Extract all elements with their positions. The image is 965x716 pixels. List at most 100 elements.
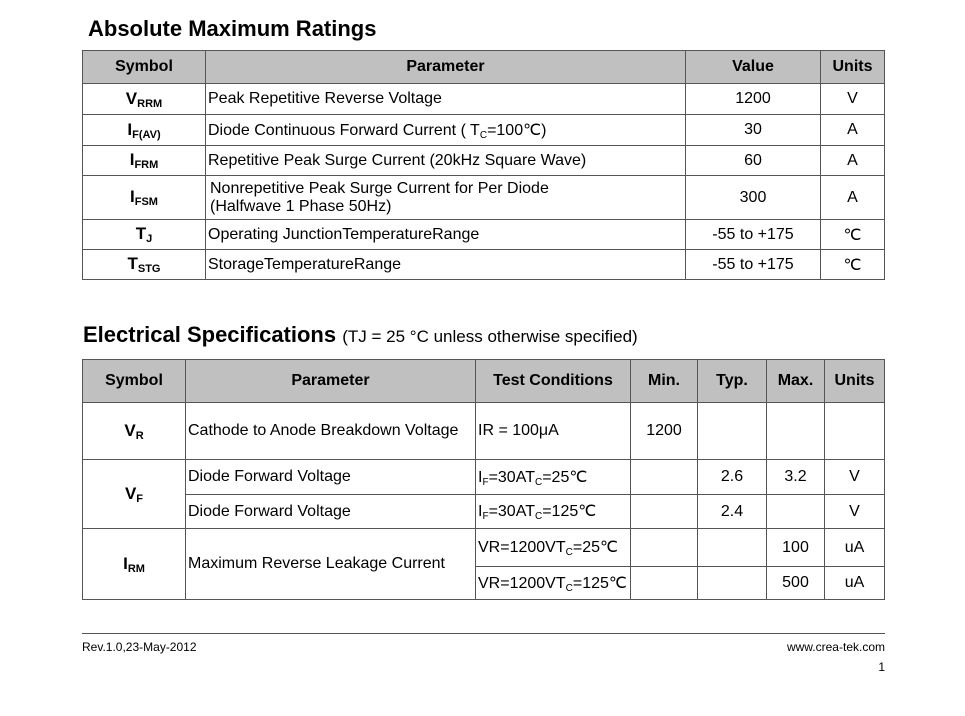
units-cell: V xyxy=(824,494,885,529)
units-cell: A xyxy=(820,114,885,146)
max: 3.2 xyxy=(784,468,807,485)
text: =25℃ xyxy=(542,468,588,486)
units: V xyxy=(849,468,860,485)
symbol-subscript: STG xyxy=(137,263,161,275)
min: 1200 xyxy=(646,422,682,439)
subscript: C xyxy=(534,511,543,522)
subscript: C xyxy=(479,129,488,141)
symbol: I xyxy=(129,150,135,169)
text: I xyxy=(478,503,483,520)
symbol-subscript: RRM xyxy=(137,97,163,110)
units: uA xyxy=(844,574,865,591)
header-cell: Parameter xyxy=(185,359,476,403)
units-cell: V xyxy=(824,459,885,495)
typ-cell: 2.6 xyxy=(697,459,767,495)
ratings-table: Symbol Parameter Value Units VRRM Peak Repeti… xyxy=(82,50,885,280)
units-cell xyxy=(824,402,885,460)
conditions-cell: IR = 100μA xyxy=(475,402,631,460)
header-row: Symbol Parameter Test Conditions Min. Typ. Ma… xyxy=(82,359,885,403)
symbol-cell: TJ xyxy=(82,219,206,250)
symbol: I xyxy=(127,119,133,139)
header-cell: Test Conditions xyxy=(475,359,631,403)
symbol-cell: TSTG xyxy=(82,249,206,280)
symbol-cell: IRM xyxy=(82,528,186,600)
parameter-line: (Halfwave 1 Phase 50Hz) xyxy=(210,197,392,215)
text: Peak Repetitive Reverse Voltage xyxy=(208,90,442,107)
units: V xyxy=(849,502,860,520)
symbol-subscript: J xyxy=(146,233,153,245)
text: IR = 100μA xyxy=(478,422,559,439)
symbol-cell: VRRM xyxy=(82,83,206,115)
row: TSTG StorageTemperatureRange -55 to +175 ℃ xyxy=(82,249,885,280)
row: Diode Forward Voltage IF=30ATC=125℃ 2.4 V xyxy=(83,494,885,529)
symbol-subscript: FSM xyxy=(134,196,158,208)
value-cell: -55 to +175 xyxy=(685,219,821,250)
parameter-cell: Nonrepetitive Peak Surge Current for Per… xyxy=(205,175,686,220)
website: www.crea-tek.com xyxy=(786,640,885,654)
symbol-subscript: F(AV) xyxy=(132,128,161,141)
conditions-cell: VR=1200VTC=125℃ xyxy=(475,566,631,600)
parameter-cell: Diode Forward Voltage xyxy=(185,459,476,495)
section-subtitle: (TJ = 25 °C unless otherwise specified) xyxy=(342,327,638,346)
text: I xyxy=(478,468,483,486)
typ: 2.4 xyxy=(720,502,744,520)
value-cell: 1200 xyxy=(685,83,821,115)
symbol-cell: VR xyxy=(82,402,186,460)
text: StorageTemperatureRange xyxy=(208,255,402,273)
header-cell: Typ. xyxy=(697,359,767,403)
symbol-subscript: R xyxy=(135,429,144,442)
symbol-subscript: FRM xyxy=(134,159,159,171)
specs-table: Symbol Parameter Test Conditions Min. Typ. Ma… xyxy=(82,359,885,600)
text: =125℃ xyxy=(542,503,597,520)
symbol: V xyxy=(124,420,136,440)
footer-rule xyxy=(82,633,885,634)
header-row: Symbol Parameter Value Units xyxy=(82,50,885,84)
min-cell xyxy=(630,528,698,567)
value-cell: 300 xyxy=(685,175,821,220)
value-cell: 30 xyxy=(685,114,821,146)
header-cell: Max. xyxy=(766,359,825,403)
conditions-cell: IF=30ATC=125℃ xyxy=(475,494,631,529)
symbol: I xyxy=(130,187,135,206)
parameter-cell: Operating JunctionTemperatureRange xyxy=(205,219,686,250)
text: VR=1200VT xyxy=(478,574,566,592)
max-cell: 100 xyxy=(766,528,825,567)
text: =125℃ xyxy=(572,574,627,592)
symbol-cell: IFRM xyxy=(82,145,206,176)
typ-cell xyxy=(697,528,767,567)
section-title: Electrical Specifications xyxy=(83,322,337,347)
text: =25℃ xyxy=(572,539,618,556)
symbol: V xyxy=(124,483,137,503)
symbol-subscript: F xyxy=(136,492,144,505)
parameter-cell: Diode Forward Voltage xyxy=(185,494,476,529)
min-cell xyxy=(630,494,698,529)
text: =30AT xyxy=(488,503,535,520)
row: IFRM Repetitive Peak Surge Current (20kHz… xyxy=(82,145,885,176)
max-cell xyxy=(766,494,825,529)
units-cell: A xyxy=(820,175,885,220)
typ: 2.6 xyxy=(720,468,744,485)
value-cell: -55 to +175 xyxy=(685,249,821,280)
header-cell: Units xyxy=(824,359,885,403)
text: =100℃) xyxy=(487,121,547,139)
min-cell xyxy=(630,566,698,600)
units-cell: A xyxy=(820,145,885,176)
subscript: F xyxy=(482,511,489,522)
section-title: Absolute Maximum Ratings xyxy=(88,16,377,41)
row: VR Cathode to Anode Breakdown Voltage IR =… xyxy=(82,402,885,460)
page-number: 1 xyxy=(878,660,885,674)
max-cell: 500 xyxy=(766,566,825,600)
typ-cell xyxy=(697,402,767,460)
row: VR=1200VTC=125℃ 500 uA xyxy=(83,566,885,600)
header-cell: Units xyxy=(820,50,885,84)
typ-cell: 2.4 xyxy=(697,494,767,529)
row: IFSM Nonrepetitive Peak Surge Current for… xyxy=(82,175,885,220)
parameter-cell: Diode Continuous Forward Current ( TC=10… xyxy=(205,114,686,146)
subscript: C xyxy=(565,582,573,594)
row: IRM Maximum Reverse Leakage Current VR=120… xyxy=(82,528,885,600)
parameter-cell: Maximum Reverse Leakage Current xyxy=(185,528,476,600)
text: Operating JunctionTemperatureRange xyxy=(208,225,480,243)
symbol: I xyxy=(123,553,128,573)
header-cell: Value xyxy=(685,50,821,84)
